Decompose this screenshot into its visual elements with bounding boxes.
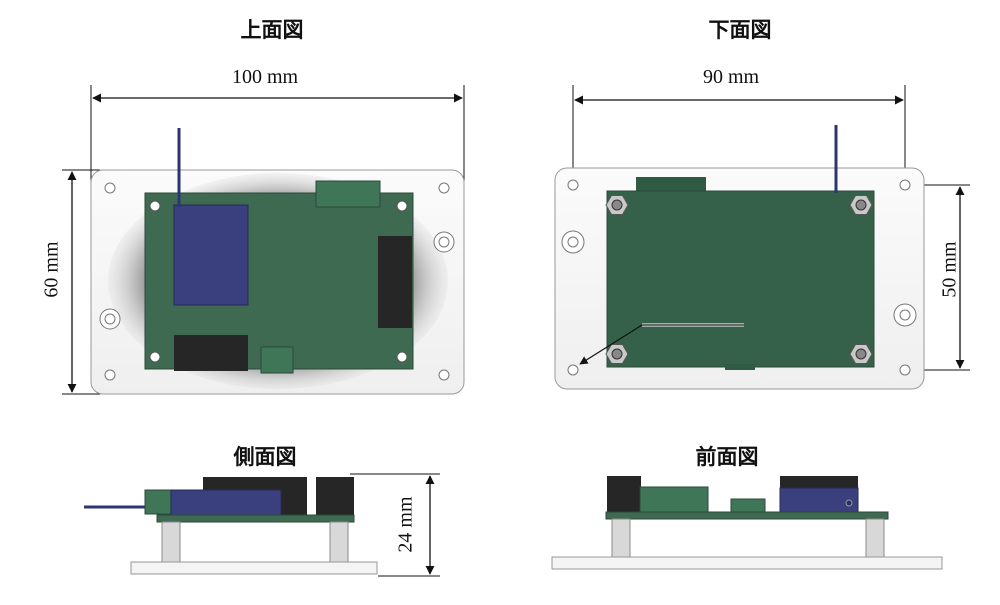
- front-module-dot: [845, 499, 853, 507]
- front-module-top: [780, 476, 858, 488]
- front-pcb: [605, 511, 889, 520]
- bottom-connector-lower: [725, 364, 755, 370]
- top-small-green-part: [260, 346, 294, 374]
- title-front-view: 前面図: [695, 445, 759, 469]
- top-pcb-holes: [149, 200, 408, 363]
- top-view: [62, 85, 465, 395]
- side-black-block-right: [316, 477, 354, 517]
- dim-bottom-width: 90 mm: [703, 66, 760, 88]
- front-small-green-part: [730, 498, 766, 514]
- top-connector-green: [315, 180, 381, 208]
- front-black-connector: [607, 476, 641, 512]
- front-acrylic-plate: [551, 556, 943, 570]
- bottom-nuts: [605, 195, 873, 364]
- front-standoff-left: [611, 518, 631, 558]
- side-view: [84, 473, 440, 577]
- side-standoff-right: [329, 521, 349, 563]
- side-green-connector: [144, 489, 172, 515]
- top-plate-holes: [99, 182, 455, 381]
- top-blue-module: [173, 204, 249, 306]
- front-view: [551, 476, 943, 570]
- hole-spec-leader-arrow: [579, 324, 643, 365]
- title-top-view: 上面図: [240, 18, 304, 42]
- bottom-plate-holes: [561, 179, 917, 376]
- bottom-pcb: [606, 190, 875, 368]
- front-green-connector: [639, 486, 709, 514]
- top-black-header-right: [378, 236, 412, 328]
- side-standoff-left: [161, 521, 181, 563]
- bottom-view: [554, 85, 970, 390]
- side-blue-module: [170, 489, 282, 517]
- top-black-connector-bottom: [174, 335, 248, 371]
- side-acrylic-plate: [130, 561, 378, 575]
- front-blue-module: [779, 487, 859, 513]
- title-side-view: 側面図: [233, 445, 297, 469]
- dim-top-width: 100 mm: [232, 66, 299, 88]
- front-standoff-right: [865, 518, 885, 558]
- side-pcb: [156, 514, 355, 523]
- title-bottom-view: 下面図: [708, 18, 772, 42]
